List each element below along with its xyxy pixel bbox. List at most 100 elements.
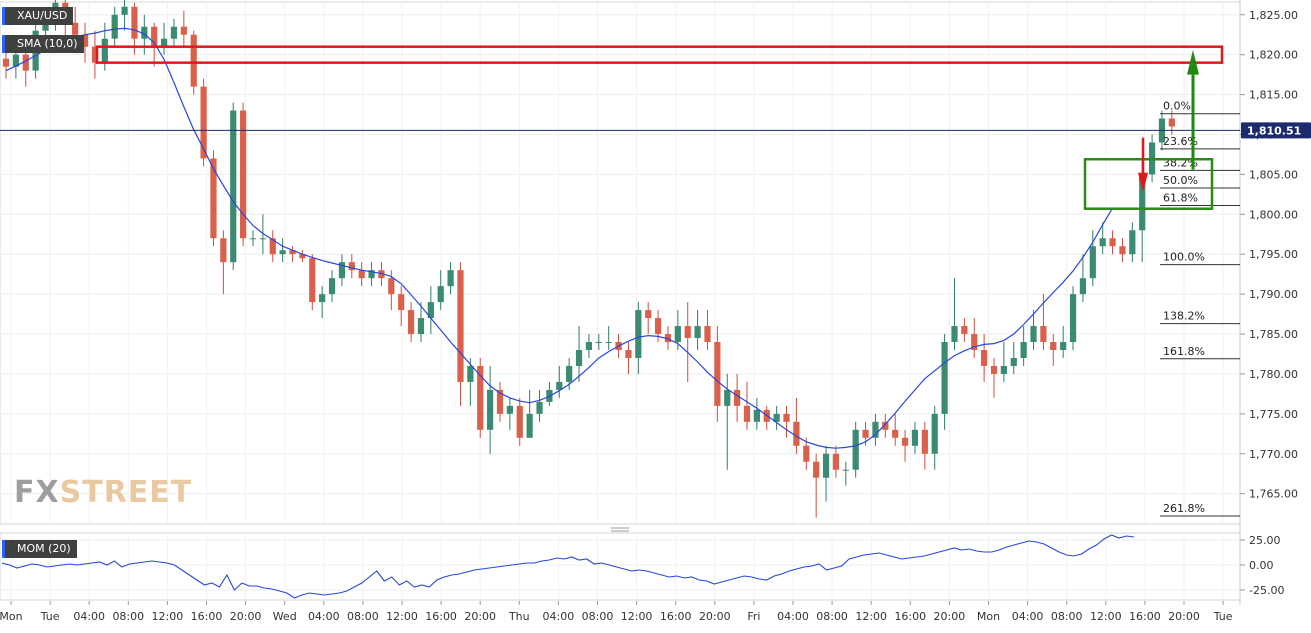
bullish-arrow-head [1187, 49, 1199, 75]
candle-body [309, 258, 316, 303]
candle-body [160, 38, 168, 47]
time-tick-label: 16:00 [894, 610, 926, 623]
candle-body [72, 22, 79, 35]
candle-body [467, 365, 474, 382]
candle-body [259, 238, 266, 240]
candle-body [328, 278, 336, 295]
time-tick-label: 08:00 [816, 610, 848, 623]
candle-body [210, 158, 217, 239]
candle-body [961, 326, 968, 335]
candle-body [447, 270, 454, 287]
time-tick-label: 20:00 [230, 610, 262, 623]
candle-body [990, 365, 998, 374]
fib-level-label: 261.8% [1163, 502, 1205, 515]
current-price-badge [1241, 122, 1311, 139]
candle-body [111, 14, 118, 39]
time-tick-label: 08:00 [1051, 610, 1083, 623]
candle-body [170, 26, 178, 39]
time-tick-label: 20:00 [699, 610, 731, 623]
time-tick-label: 08:00 [582, 610, 614, 623]
candle-body [803, 445, 810, 462]
time-tick-label: Tue [1213, 610, 1233, 623]
fib-level-label: 61.8% [1163, 192, 1198, 205]
sma-indicator-label[interactable]: SMA (10,0) [2, 35, 84, 53]
candle-body [1089, 246, 1096, 279]
candle-body [793, 421, 800, 446]
price-tick-label: 1,820.00 [1249, 49, 1298, 62]
price-tick-label: 1,815.00 [1249, 89, 1298, 102]
candle-body [1060, 342, 1067, 350]
candle-body [872, 421, 879, 438]
candle-body [664, 334, 672, 343]
candle-body [141, 26, 148, 39]
current-price-label: 1,810.51 [1247, 124, 1301, 137]
candle-body [1119, 246, 1126, 255]
candle-body [437, 286, 444, 303]
candle-body [487, 389, 494, 430]
candle-body [230, 110, 237, 263]
momentum-line [1, 534, 1135, 599]
candle-body [704, 326, 711, 343]
time-tick-label: 12:00 [386, 610, 418, 623]
candle-body [832, 453, 840, 470]
candle-body [249, 238, 257, 240]
fib-level-label: 50.0% [1163, 174, 1198, 187]
candle-body [694, 326, 701, 339]
candle-body [1069, 294, 1077, 343]
candle-body [941, 342, 948, 414]
candle-body [506, 405, 513, 414]
time-tick-label: 04:00 [73, 610, 105, 623]
candle-body [674, 326, 681, 343]
candle-body [180, 26, 187, 35]
candle-body [1099, 238, 1106, 247]
candle-body [892, 429, 899, 438]
candle-body [724, 389, 731, 406]
candle-body [635, 310, 642, 358]
time-tick-label: 12:00 [855, 610, 887, 623]
time-tick-label: 08:00 [347, 610, 379, 623]
candle-body [131, 6, 138, 39]
fxstreet-watermark: FXSTREET [14, 475, 193, 510]
candle-body [1040, 326, 1047, 343]
mom-indicator-label[interactable]: MOM (20) [2, 540, 77, 558]
symbol-label[interactable]: XAU/USD [2, 7, 74, 25]
candle-body [862, 429, 869, 438]
time-tick-label: 12:00 [152, 610, 184, 623]
candle-body [654, 318, 662, 335]
candle-body [625, 350, 632, 358]
candle-body [556, 381, 563, 390]
candle-body [714, 342, 721, 406]
mom-tick-label: 25.00 [1249, 534, 1281, 547]
candle-body [1020, 342, 1027, 358]
price-tick-label: 1,775.00 [1249, 408, 1298, 421]
candle-body [743, 405, 751, 422]
candle-body [319, 294, 326, 303]
time-tick-label: 04:00 [543, 610, 575, 623]
candle-body [338, 262, 346, 279]
candle-body [566, 365, 573, 382]
candle-body [595, 342, 602, 344]
time-tick-label: Mon [0, 610, 23, 623]
time-tick-label: 12:00 [621, 610, 653, 623]
candle-body [496, 389, 504, 414]
candle-body [575, 350, 583, 366]
price-pane [0, 1, 1241, 525]
mom-tick-label: -25.00 [1249, 584, 1284, 597]
candle-body [645, 310, 652, 319]
time-tick-label: Tue [40, 610, 60, 623]
resistance-zone-box [95, 45, 1224, 64]
candle-body [151, 26, 158, 47]
candle-body [220, 238, 227, 263]
candle-body [121, 6, 128, 15]
time-tick-label: 16:00 [191, 610, 223, 623]
candle-body [783, 413, 790, 422]
candle-body [1030, 326, 1037, 343]
candle-body [516, 405, 523, 438]
time-tick-label: 16:00 [425, 610, 457, 623]
time-tick-label: 04:00 [308, 610, 340, 623]
candle-body [585, 342, 593, 350]
candle-body [526, 413, 533, 438]
candle-body [200, 86, 207, 159]
